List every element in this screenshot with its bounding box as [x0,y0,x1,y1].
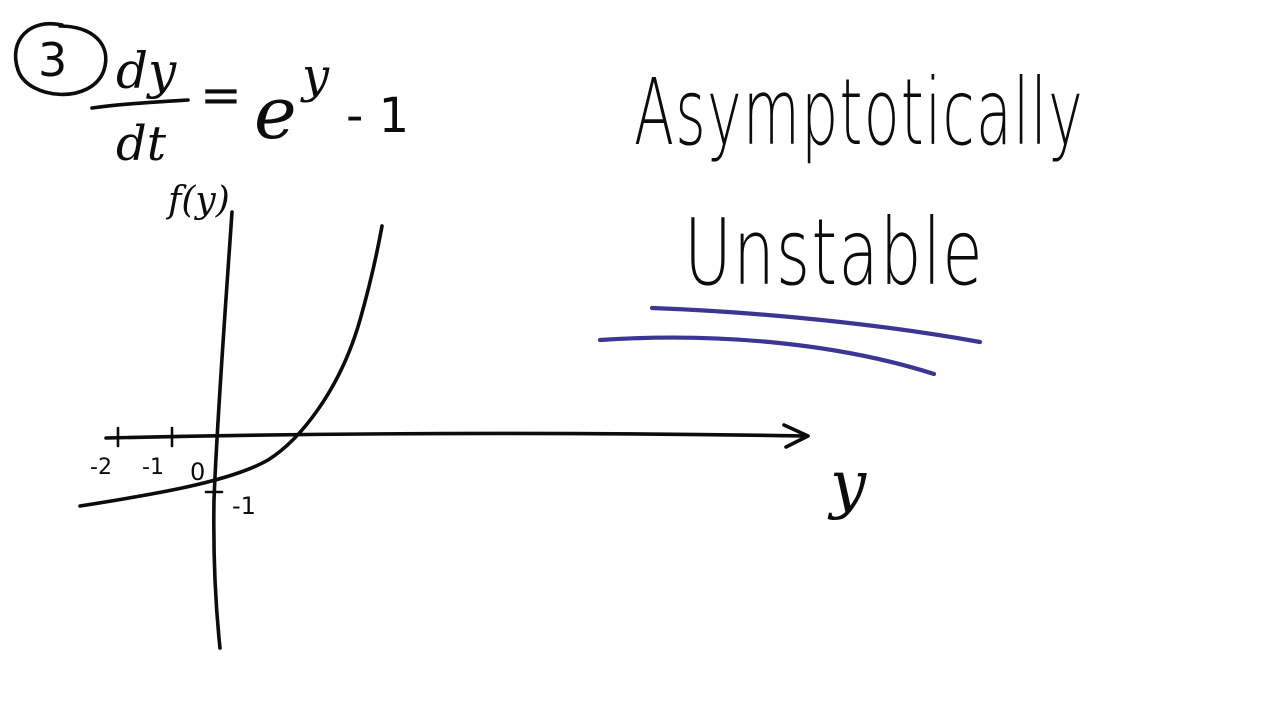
derivative-denominator: dt [116,116,167,172]
horizontal-axis-arrowhead [782,423,810,449]
vertical-axis [212,210,234,650]
rhs-base: e [254,71,297,155]
rhs-rest: - 1 [346,88,409,144]
tick-label-minus-two: -2 [90,455,112,480]
conclusion-line-2: Unstable [684,199,984,306]
tick-label-origin: 0 [190,458,205,486]
tick-label-minus-one: -1 [142,455,164,480]
derivative-numerator: dy [116,42,177,100]
problem-number: 3 [13,21,108,97]
y-axis-label: f(y) [165,180,230,221]
fraction-bar [90,98,190,110]
problem-number-circle [13,21,108,97]
differential-equation: dy dt = e y - 1 [90,42,409,172]
equals-sign: = [200,66,242,124]
horizontal-axis [104,431,808,440]
conclusion: Asymptotically Unstable [597,59,1084,377]
tick-label-y-minus-one: -1 [232,492,256,520]
conclusion-line-1: Asymptotically [634,59,1084,166]
problem-number-text: 3 [38,33,67,87]
underline-upper [649,305,983,345]
underline-lower [597,335,937,377]
function-curve [78,224,384,508]
horizontal-axis-label: y [827,448,867,522]
rhs-exponent: y [300,48,330,104]
phase-plot: f(y) y -2 -1 0 -1 [78,180,867,650]
